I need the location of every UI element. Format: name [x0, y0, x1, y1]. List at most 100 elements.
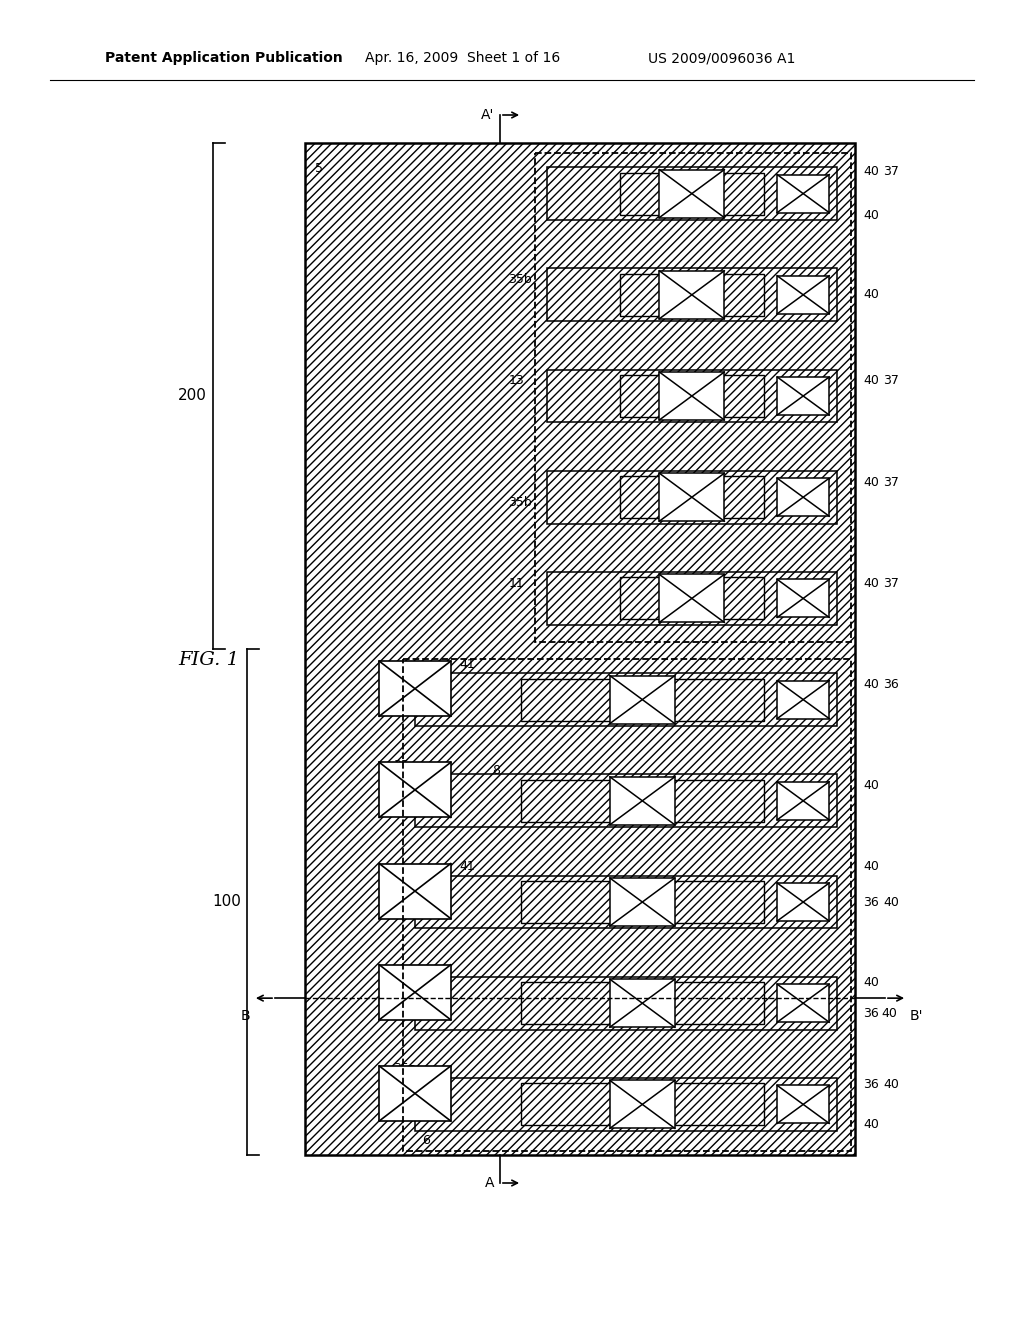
Bar — [520, 678, 764, 721]
Bar — [520, 880, 764, 923]
Bar — [403, 659, 851, 1151]
Bar — [520, 678, 764, 721]
Text: 40: 40 — [863, 861, 879, 873]
Bar — [520, 780, 764, 822]
Text: 40: 40 — [863, 977, 879, 990]
Bar — [547, 268, 837, 321]
Bar — [415, 775, 837, 828]
Bar — [777, 579, 829, 618]
Bar — [610, 676, 675, 723]
Text: 8: 8 — [492, 764, 500, 777]
Bar — [659, 473, 724, 521]
Bar — [547, 471, 837, 524]
Text: 40: 40 — [863, 779, 879, 792]
Bar — [520, 1084, 764, 1126]
Bar — [547, 370, 837, 422]
Text: B': B' — [910, 1008, 924, 1023]
Bar — [520, 880, 764, 923]
Bar — [620, 273, 764, 315]
Bar — [415, 1078, 837, 1131]
Bar — [415, 673, 837, 726]
Text: 40: 40 — [863, 375, 879, 387]
Bar — [379, 661, 451, 717]
Bar — [415, 673, 837, 726]
Text: A: A — [484, 1176, 494, 1191]
Bar — [520, 780, 764, 822]
Text: 37: 37 — [883, 165, 899, 178]
Bar — [777, 478, 829, 516]
Bar — [547, 168, 837, 220]
Bar — [547, 471, 837, 524]
Text: 40: 40 — [863, 678, 879, 690]
Text: 40: 40 — [382, 891, 398, 903]
Text: 37: 37 — [883, 577, 899, 590]
Text: 37: 37 — [883, 475, 899, 488]
Text: 40: 40 — [881, 1007, 897, 1020]
Bar — [777, 681, 829, 718]
Bar — [659, 574, 724, 623]
Bar — [610, 1080, 675, 1129]
Text: 40: 40 — [863, 210, 879, 222]
Bar — [520, 982, 764, 1024]
Text: 40: 40 — [863, 1118, 879, 1131]
Bar — [659, 169, 724, 218]
Bar — [659, 271, 724, 319]
Text: Apr. 16, 2009  Sheet 1 of 16: Apr. 16, 2009 Sheet 1 of 16 — [365, 51, 560, 65]
Text: A': A' — [480, 108, 494, 121]
Bar — [415, 977, 837, 1030]
Bar — [379, 763, 451, 817]
Bar — [777, 985, 829, 1022]
Bar — [620, 477, 764, 519]
Text: 40: 40 — [863, 475, 879, 488]
Text: 200: 200 — [178, 388, 207, 404]
Text: Patent Application Publication: Patent Application Publication — [105, 51, 343, 65]
Text: FIG. 1: FIG. 1 — [178, 651, 239, 669]
Bar — [620, 273, 764, 315]
Text: 6: 6 — [422, 1134, 430, 1147]
Bar — [610, 776, 675, 825]
Text: 41: 41 — [459, 861, 475, 873]
Bar — [777, 1085, 829, 1123]
Bar — [777, 781, 829, 820]
Text: 11: 11 — [509, 577, 524, 590]
Bar — [620, 173, 764, 215]
Text: 5: 5 — [315, 161, 323, 174]
Bar — [659, 372, 724, 420]
Bar — [415, 977, 837, 1030]
Bar — [415, 875, 837, 928]
Bar — [379, 1067, 451, 1121]
Bar — [379, 965, 451, 1020]
Bar — [777, 174, 829, 213]
Text: US 2009/0096036 A1: US 2009/0096036 A1 — [648, 51, 796, 65]
Text: 13: 13 — [509, 375, 524, 387]
Bar — [777, 378, 829, 414]
Text: 36: 36 — [863, 1007, 879, 1020]
Bar — [547, 370, 837, 422]
Bar — [620, 577, 764, 619]
Text: 40: 40 — [883, 1077, 899, 1090]
Text: 35b: 35b — [509, 496, 532, 508]
Text: 100: 100 — [212, 895, 241, 909]
Bar — [620, 375, 764, 417]
Text: 36: 36 — [863, 1077, 879, 1090]
Bar — [620, 375, 764, 417]
Bar — [305, 143, 855, 1155]
Bar — [547, 268, 837, 321]
Bar — [520, 1084, 764, 1126]
Text: 40: 40 — [863, 288, 879, 301]
Text: 36: 36 — [883, 678, 899, 690]
Bar — [777, 883, 829, 921]
Text: 35b: 35b — [509, 273, 532, 286]
Bar — [535, 153, 851, 642]
Text: 40: 40 — [382, 688, 398, 701]
Bar — [777, 276, 829, 314]
Bar — [415, 775, 837, 828]
Bar — [415, 1078, 837, 1131]
Bar — [620, 477, 764, 519]
Text: 35a: 35a — [393, 759, 417, 772]
Text: 40: 40 — [863, 577, 879, 590]
Text: 40: 40 — [883, 895, 899, 908]
Bar — [547, 168, 837, 220]
Text: 36: 36 — [863, 895, 879, 908]
Bar — [547, 572, 837, 624]
